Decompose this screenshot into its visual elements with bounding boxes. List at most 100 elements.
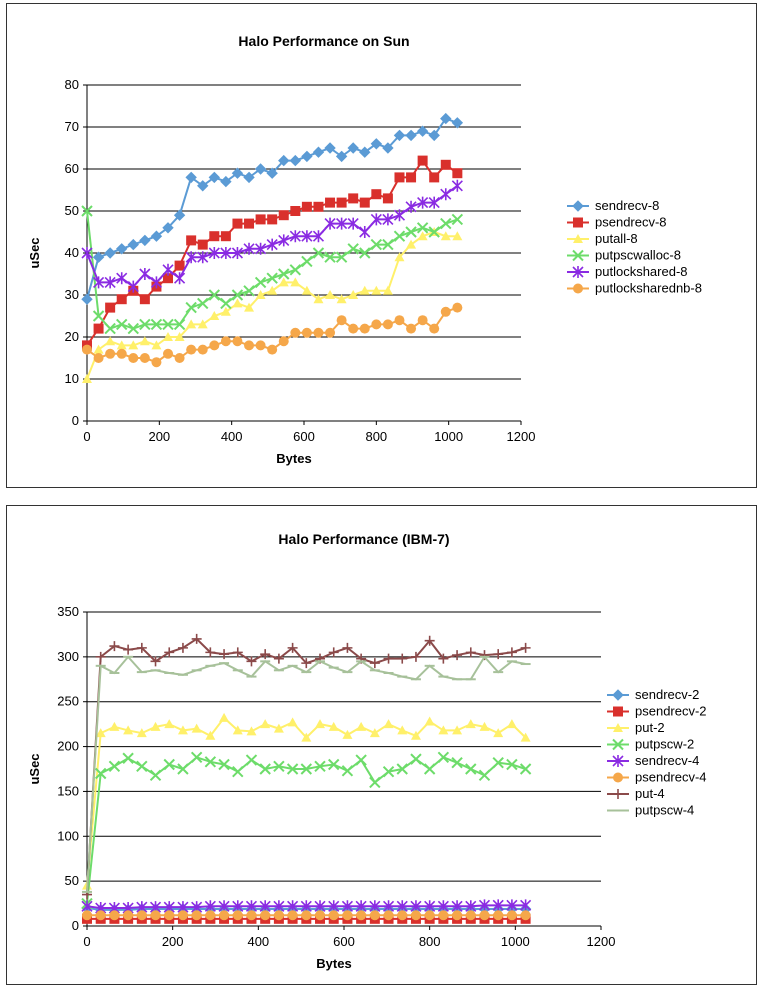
data-point (209, 311, 220, 320)
data-point (369, 910, 380, 921)
data-point (301, 910, 312, 921)
data-point (208, 247, 220, 259)
data-point (123, 910, 134, 921)
data-point (127, 280, 139, 293)
y-axis-title: uSec (27, 753, 42, 784)
data-point (359, 285, 370, 295)
y-tick-label: 10 (65, 371, 79, 386)
data-point (287, 910, 298, 921)
data-point (342, 729, 353, 739)
data-point (197, 180, 209, 192)
data-point (219, 910, 230, 921)
data-point (123, 644, 134, 655)
data-point (451, 213, 464, 226)
data-point (191, 723, 202, 733)
data-point (93, 344, 104, 354)
chart-sun: Halo Performance on Sun 0 10 20 30 40 50 60 70 80… (27, 33, 702, 466)
legend-label: psendrecv-4 (635, 770, 707, 785)
data-point (336, 294, 347, 304)
data-point (81, 205, 93, 217)
y-tick-label: 200 (57, 739, 79, 754)
data-point (205, 910, 216, 921)
y-tick-label: 50 (65, 873, 79, 888)
data-point (127, 322, 140, 335)
data-point (231, 289, 244, 301)
x-tick-label: 400 (247, 934, 269, 949)
y-tick-label: 0 (72, 918, 79, 933)
data-point (428, 226, 440, 238)
data-point (465, 910, 476, 921)
data-point (150, 721, 161, 731)
legend-label: putpscwalloc-8 (595, 248, 681, 263)
data-point (105, 348, 116, 359)
legend-label: putall-8 (595, 231, 638, 246)
series-putpscw-2 (81, 751, 532, 910)
series-line-put-2 (86, 716, 527, 886)
data-point (92, 251, 105, 263)
data-point (243, 171, 255, 184)
data-point (232, 647, 243, 658)
legend-marker (573, 234, 583, 243)
legend-marker (612, 738, 624, 751)
data-point (382, 213, 394, 226)
chart-panel-sun: Halo Performance on Sun 0 10 20 30 40 50 60 70 80… (6, 3, 757, 488)
x-tick-label: 600 (333, 934, 355, 949)
data-point (151, 357, 162, 368)
legend-label: put-4 (635, 786, 665, 801)
legend-label: put-2 (635, 720, 665, 735)
data-point (232, 765, 244, 778)
data-point (397, 910, 408, 921)
legend-marker (573, 217, 583, 228)
data-point (82, 374, 92, 383)
data-point (191, 910, 202, 921)
data-point (273, 653, 284, 664)
data-point (260, 649, 271, 660)
data-point (244, 302, 255, 312)
legend-item-putlockshared-8: putlockshared-8 (567, 264, 688, 279)
legend-item-put-2: put-2 (607, 720, 665, 735)
data-point (116, 348, 127, 359)
data-point (301, 327, 312, 338)
data-point (451, 757, 463, 769)
data-point (209, 340, 220, 351)
data-point (136, 760, 148, 773)
series-putlockshared-8 (81, 179, 463, 293)
data-point (177, 763, 189, 775)
data-point (325, 290, 336, 299)
data-point (369, 658, 380, 669)
data-point (266, 167, 278, 179)
data-point (186, 319, 197, 329)
data-point (301, 230, 313, 243)
legend-label: psendrecv-8 (595, 215, 667, 230)
data-point (95, 728, 106, 738)
data-point (149, 769, 162, 781)
data-point (139, 318, 151, 331)
data-point (254, 276, 267, 289)
y-tick-label: 70 (65, 119, 79, 134)
data-point (417, 315, 428, 326)
data-point (136, 728, 147, 738)
data-point (116, 272, 128, 285)
data-point (382, 238, 394, 251)
data-point (324, 217, 336, 230)
data-point (104, 322, 116, 335)
data-point (164, 910, 175, 921)
data-point (382, 285, 393, 295)
legend-marker (613, 723, 623, 732)
data-point (440, 112, 452, 125)
legend-marker (572, 249, 584, 262)
data-point (287, 642, 298, 653)
data-point (273, 723, 284, 733)
x-tick-label: 1200 (587, 934, 616, 949)
data-point (506, 719, 517, 729)
data-point (232, 298, 243, 308)
data-point (104, 247, 116, 259)
x-tick-label: 400 (221, 429, 243, 444)
data-point (506, 899, 518, 912)
x-tick-label: 0 (83, 429, 90, 444)
data-point (273, 760, 285, 773)
data-point (437, 751, 450, 764)
data-point (520, 642, 531, 653)
data-point (174, 260, 185, 271)
legend-marker (612, 689, 624, 701)
